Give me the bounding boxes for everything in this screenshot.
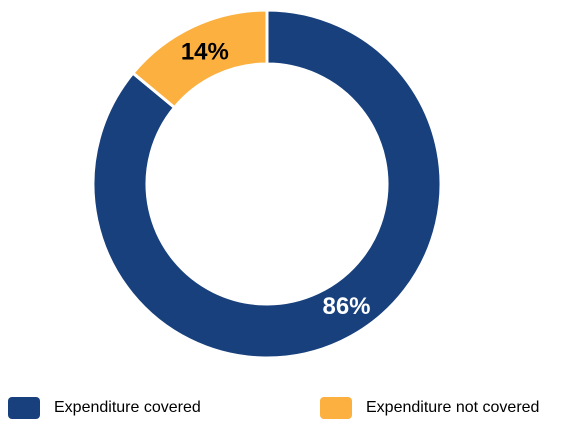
donut-value-labels: 86% 14% (181, 38, 371, 320)
legend-item-covered: Expenditure covered (8, 396, 201, 420)
legend-label-covered: Expenditure covered (54, 399, 201, 416)
donut-slices (91, 8, 443, 360)
slice-not-covered (130, 8, 269, 110)
legend-item-not-covered: Expenditure not covered (320, 396, 539, 420)
legend-label-not-covered: Expenditure not covered (366, 399, 540, 416)
legend-swatch-not-covered (320, 397, 352, 419)
legend-swatch-covered (8, 397, 40, 419)
slice-label-not-covered: 14% (181, 38, 229, 65)
slice-label-covered: 86% (322, 293, 370, 320)
slice-covered (91, 8, 443, 360)
